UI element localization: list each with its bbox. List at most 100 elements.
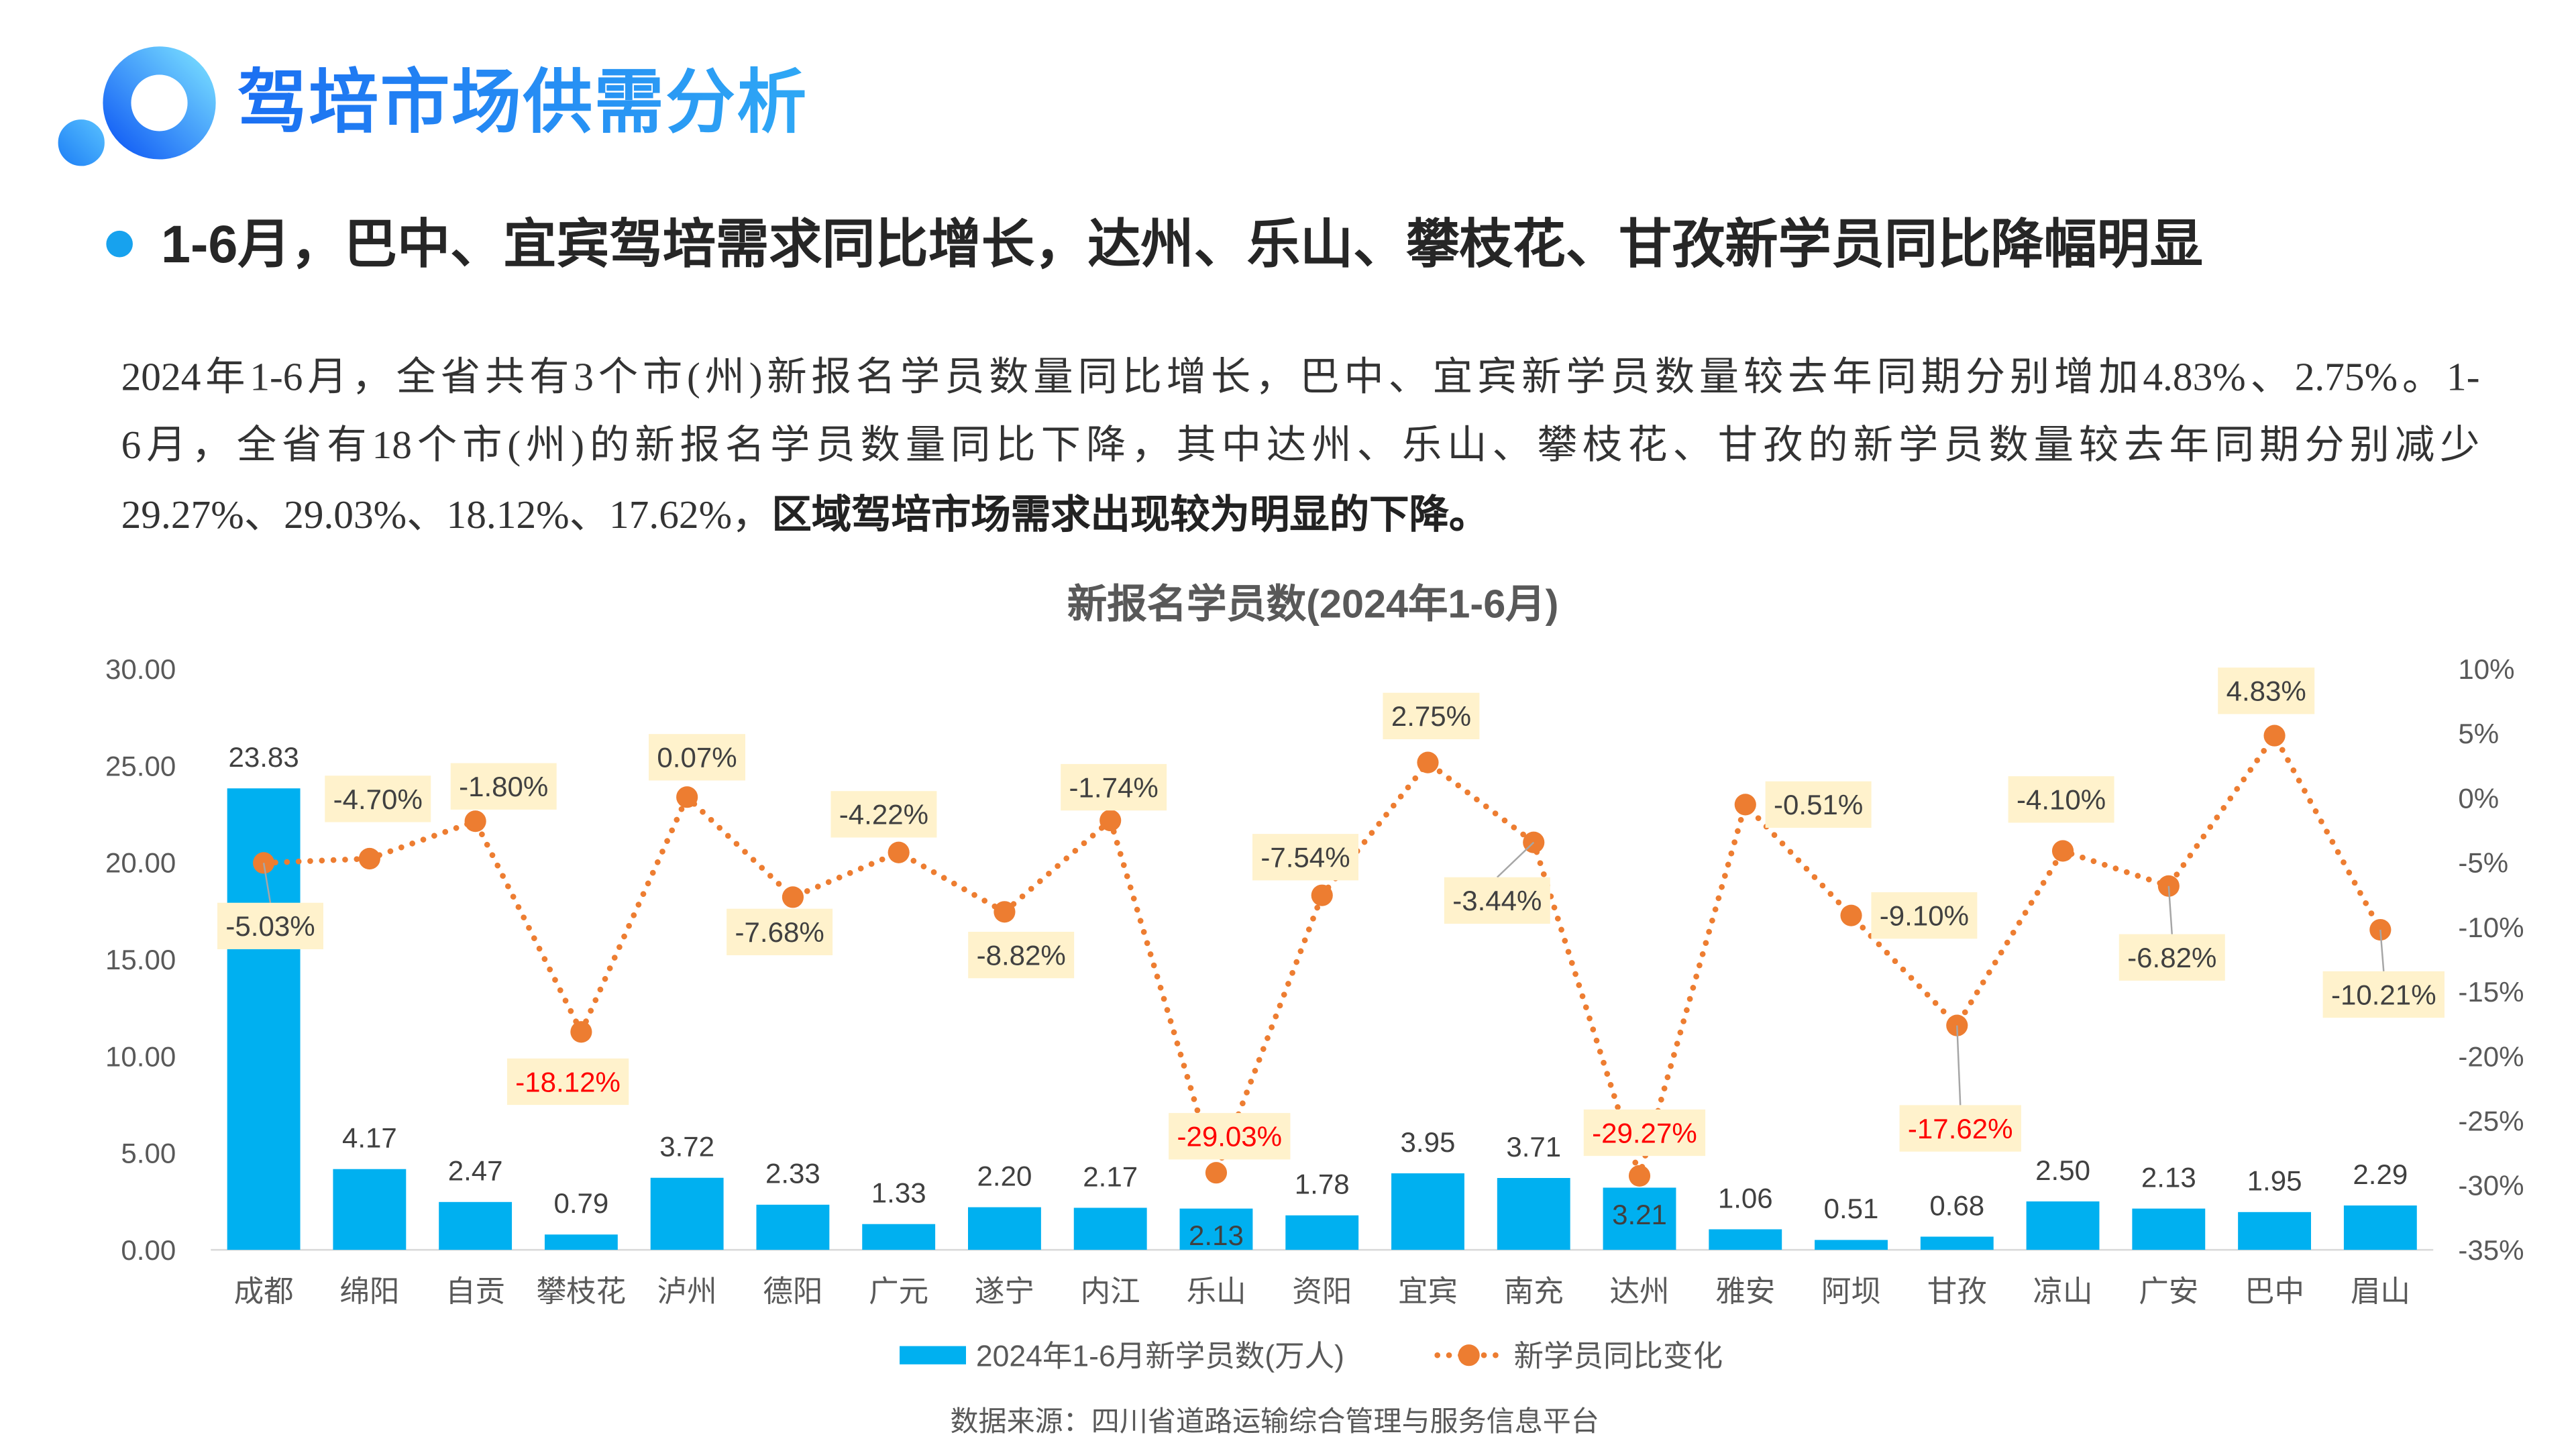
yoy-marker-liangshan [2051,840,2074,862]
yoy-label-box [506,1058,629,1106]
yoy-label-text: -7.54% [1260,842,1350,873]
yoy-label-leshan: -29.03% [1169,1113,1291,1160]
legend-bar-label: 2024年1-6月新学员数(万人) [976,1340,1344,1373]
yoy-label-text: -3.44% [1452,885,1542,916]
yoy-label-text: -4.10% [2017,784,2106,816]
yoy-label-box [450,763,557,810]
yoy-marker-chengdu [253,852,275,874]
yoy-marker-neijiang [1099,809,1122,832]
x-tick-label-meishan: 眉山 [2351,1275,2410,1308]
yoy-label-liangshan: -4.10% [2008,776,2114,823]
yoy-label-box [2008,776,2114,823]
x-tick-label-aba: 阿坝 [1821,1275,1881,1308]
summary-line-3: 29.27%、29.03%、18.12%、17.62%，区域驾培市场需求出现较为… [121,482,2480,551]
bar-value-label-deyang: 2.33 [765,1158,820,1189]
yoy-label-text: 2.75% [1391,700,1471,732]
yoy-label-text: -1.80% [459,771,548,802]
yoy-label-leader-nanchong [1496,841,1535,878]
bar-ziyang [1285,1215,1359,1250]
summary-line-1: 2024年1-6月，全省共有3个市(州)新报名学员数量同比增长，巴中、宜宾新学员… [121,356,2480,400]
logo-icon [50,36,232,179]
legend: 2024年1-6月新学员数(万人) 新学员同比变化 [900,1340,1723,1373]
yoy-label-text: 0.07% [657,742,737,773]
y-left-tick-label: 0.00 [121,1234,176,1266]
x-tick-label-yaan: 雅安 [1715,1275,1775,1308]
bar-aba [1815,1240,1888,1250]
yoy-marker-luzhou [676,786,698,808]
yoy-label-deyang: -7.68% [727,908,833,955]
y-right-tick-label: -15% [2458,976,2524,1008]
yoy-label-zigong: -1.80% [450,763,557,810]
x-tick-label-nanchong: 南充 [1504,1275,1564,1308]
bar-guangyuan [862,1224,936,1250]
yoy-label-text: -9.10% [1880,900,1969,932]
page-title: 驾培市场供需分析 [237,60,808,146]
yoy-label-text: -7.68% [735,916,824,948]
legend-line-marker [1458,1344,1480,1366]
bar-suining [968,1207,1041,1250]
bar-value-label-leshan: 2.13 [1189,1220,1244,1251]
summary-line-3-text: 29.27%、29.03%、18.12%、17.62%， [121,494,772,538]
bar-value-label-guangan: 2.13 [2141,1161,2196,1193]
yoy-marker-bazhong [2263,724,2286,747]
data-source-note: 数据来源：四川省道路运输综合管理与服务信息平台 [950,1405,1599,1438]
y-right-tick-label: -5% [2458,847,2508,879]
bar-value-label-bazhong: 1.95 [2247,1165,2302,1197]
bar-meishan [2343,1205,2417,1250]
bars-group: 23.83 4.17 2.47 0.79 3.72 2.33 1.33 2.20 2.17 2.1… [227,741,2417,1251]
yoy-label-text: -17.62% [1908,1113,2013,1144]
x-tick-label-zigong: 自贡 [445,1275,505,1308]
yoy-label-text: -5.03% [225,910,315,942]
bar-yaan [1709,1229,1782,1250]
yoy-label-text: -0.51% [1774,789,1863,820]
x-tick-label-ganzi: 甘孜 [1927,1275,1987,1308]
yoy-label-box [1871,892,1978,939]
yoy-label-yibin: 2.75% [1383,692,1480,739]
yoy-label-leader-chengdu [262,863,272,903]
yoy-label-panzhihua: -18.12% [506,1058,629,1106]
yoy-label-box [1765,781,1872,828]
bar-neijiang [1073,1208,1147,1250]
yoy-label-guangan: -6.82% [2118,934,2225,981]
yoy-label-box [1252,834,1358,881]
bar-value-label-yaan: 1.06 [1718,1182,1773,1214]
bar-value-label-yibin: 3.95 [1401,1126,1456,1158]
x-tick-label-liangshan: 凉山 [2033,1275,2093,1308]
x-tick-label-guangyuan: 广元 [869,1275,928,1308]
yoy-label-bazhong: 4.83% [2218,667,2315,714]
combo-chart: 0.00 5.00 10.00 15.00 20.00 25.00 30.00 -35% -30… [105,653,2524,1373]
x-tick-label-deyang: 德阳 [763,1275,822,1308]
y-right-tick-label: 5% [2458,718,2499,749]
bar-value-label-guangyuan: 1.33 [871,1177,926,1209]
yoy-label-text: -8.82% [977,939,1066,971]
bar-value-label-nanchong: 3.71 [1506,1131,1561,1163]
yoy-label-mianyang: -4.70% [325,775,431,822]
yoy-marker-mianyang [358,847,380,870]
yoy-label-neijiang: -1.74% [1061,763,1167,811]
y-right-tick-label: -30% [2458,1170,2524,1201]
headline: 1-6月，巴中、宜宾驾培需求同比增长，达州、乐山、攀枝花、甘孜新学员同比降幅明显 [161,214,2203,274]
yoy-label-ziyang: -7.54% [1252,834,1358,881]
bar-value-label-dazhou: 3.21 [1612,1199,1667,1230]
bar-bazhong [2238,1212,2312,1250]
yoy-label-box [1061,763,1167,811]
y-left-tick-label: 25.00 [105,750,176,782]
bar-value-label-mianyang: 4.17 [342,1122,397,1154]
yoy-label-chengdu: -5.03% [217,902,323,950]
bar-value-label-suining: 2.20 [977,1160,1032,1191]
yoy-label-text: -29.27% [1592,1117,1697,1148]
bar-value-label-aba: 0.51 [1824,1193,1879,1224]
line-labels-group: -5.03% -4.70% -1.80% -18.12% 0.07% -7.68% -4.2… [217,667,2445,1160]
bar-value-label-chengdu: 23.83 [228,741,299,773]
axes-group: 0.00 5.00 10.00 15.00 20.00 25.00 30.00 -35% -30… [105,653,2524,1308]
yoy-label-leader-ganzi [1956,1025,1962,1106]
yoy-label-leader-guangan [2167,885,2173,934]
y-right-tick-label: -25% [2458,1105,2524,1136]
bar-value-label-panzhihua: 0.79 [553,1187,608,1219]
bar-deyang [756,1204,830,1250]
yoy-label-box [2118,934,2225,981]
y-left-tick-label: 20.00 [105,847,176,879]
yoy-marker-suining [994,901,1016,923]
bar-value-label-ziyang: 1.78 [1295,1169,1350,1200]
